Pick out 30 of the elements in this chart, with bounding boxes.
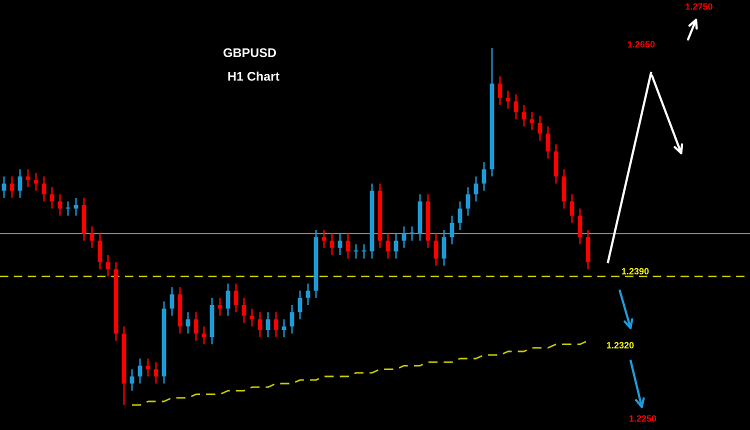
- text: 1.2320: [607, 342, 634, 348]
- candlestick: [434, 232, 438, 266]
- candlestick: [522, 104, 526, 128]
- candlestick: [290, 304, 294, 334]
- text: 1.2750: [686, 3, 712, 10]
- candlestick: [474, 176, 478, 202]
- candlestick: [394, 232, 398, 260]
- candlestick: [98, 232, 102, 270]
- candlestick: [306, 282, 310, 306]
- candlestick: [338, 232, 342, 256]
- text: 1.2250: [630, 415, 656, 422]
- candlestick: [498, 76, 502, 106]
- candlestick: [346, 232, 350, 260]
- candlestick: [442, 229, 446, 266]
- candlestick: [250, 308, 254, 328]
- candlestick: [226, 282, 230, 316]
- candlestick: [458, 200, 462, 231]
- candlestick: [234, 282, 238, 313]
- text: H1 Chart: [228, 72, 280, 81]
- text: 1.2390: [622, 268, 649, 274]
- candlestick: [546, 126, 550, 160]
- candlestick: [330, 232, 334, 256]
- candlestick: [42, 176, 46, 202]
- candlestick: [146, 358, 150, 378]
- candlestick: [578, 208, 582, 245]
- candlestick: [138, 358, 142, 384]
- text: 1.2650: [628, 41, 655, 48]
- candlestick: [386, 232, 390, 260]
- chart-title: GBPUSD: [224, 48, 276, 58]
- candlestick: [106, 254, 110, 278]
